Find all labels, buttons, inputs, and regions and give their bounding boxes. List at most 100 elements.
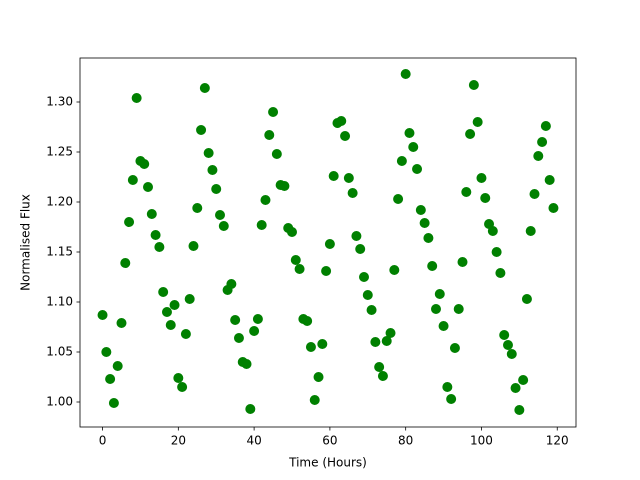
scatter-point <box>343 173 354 183</box>
scatter-point <box>230 315 241 325</box>
scatter-point <box>317 339 328 349</box>
scatter-point <box>127 175 138 185</box>
scatter-point <box>143 182 154 192</box>
x-tick-label: 60 <box>322 434 337 448</box>
scatter-point <box>146 209 157 219</box>
scatter-point <box>321 266 332 276</box>
scatter-point <box>529 189 540 199</box>
scatter-point <box>385 328 396 338</box>
x-tick-label: 0 <box>99 434 107 448</box>
scatter-point <box>476 173 487 183</box>
scatter-point <box>108 398 119 408</box>
scatter-point <box>124 217 135 227</box>
scatter-point <box>112 361 123 371</box>
scatter-point <box>256 220 267 230</box>
scatter-point <box>499 330 510 340</box>
scatter-point <box>150 230 161 240</box>
scatter-point <box>415 205 426 215</box>
scatter-point <box>449 343 460 353</box>
scatter-point <box>400 69 411 79</box>
scatter-point <box>184 294 195 304</box>
scatter-point <box>423 233 434 243</box>
scatter-point <box>252 314 263 324</box>
scatter-point <box>419 218 430 228</box>
scatter-point <box>442 382 453 392</box>
scatter-point <box>472 117 483 127</box>
scatter-point <box>211 184 222 194</box>
scatter-point <box>169 300 180 310</box>
y-axis-label: Normalised Flux <box>19 194 33 291</box>
scatter-point <box>158 287 169 297</box>
scatter-point <box>165 320 176 330</box>
scatter-point <box>328 171 339 181</box>
scatter-point <box>514 405 525 415</box>
scatter-point <box>177 382 188 392</box>
scatter-point <box>324 239 335 249</box>
scatter-point <box>279 181 290 191</box>
scatter-point <box>131 93 142 103</box>
scatter-point <box>427 261 438 271</box>
scatter-point <box>192 203 203 213</box>
scatter-point <box>408 142 419 152</box>
scatter-point <box>313 372 324 382</box>
scatter-point <box>480 193 491 203</box>
x-tick-label: 40 <box>246 434 261 448</box>
y-tick-label: 1.25 <box>46 145 73 159</box>
scatter-point <box>366 305 377 315</box>
scatter-point <box>446 394 457 404</box>
scatter-point <box>374 362 385 372</box>
plot-frame <box>79 57 577 428</box>
scatter-point <box>97 310 108 320</box>
x-tick-label: 100 <box>470 434 493 448</box>
scatter-point <box>358 272 369 282</box>
scatter-point <box>139 159 150 169</box>
scatter-point <box>533 151 544 161</box>
y-tick-label: 1.20 <box>46 195 73 209</box>
y-tick-label: 1.10 <box>46 295 73 309</box>
scatter-point <box>430 304 441 314</box>
scatter-point <box>370 337 381 347</box>
scatter-point <box>381 336 392 346</box>
scatter-point <box>548 203 559 213</box>
scatter-point <box>154 242 165 252</box>
scatter-point <box>347 188 358 198</box>
scatter-point <box>362 290 373 300</box>
scatter-point <box>268 107 279 117</box>
scatter-point <box>389 265 400 275</box>
scatter-point <box>180 329 191 339</box>
x-tick-label: 20 <box>171 434 186 448</box>
scatter-point <box>309 395 320 405</box>
scatter-point <box>491 247 502 257</box>
scatter-point <box>161 307 172 317</box>
scatter-point <box>396 156 407 166</box>
scatter-point <box>377 371 388 381</box>
scatter-point <box>264 130 275 140</box>
scatter-point <box>233 333 244 343</box>
scatter-point <box>290 255 301 265</box>
scatter-point <box>434 289 445 299</box>
scatter-point <box>105 374 116 384</box>
scatter-point <box>506 349 517 359</box>
scatter-point <box>271 149 282 159</box>
scatter-point <box>199 83 210 93</box>
scatter-point <box>196 125 207 135</box>
scatter-point <box>510 383 521 393</box>
scatter-point <box>340 131 351 141</box>
scatter-point <box>226 279 237 289</box>
scatter-point <box>116 318 127 328</box>
scatter-point <box>540 121 551 131</box>
scatter-point <box>218 221 229 231</box>
scatter-point <box>302 316 313 326</box>
y-tick-label: 1.15 <box>46 245 73 259</box>
scatter-point <box>241 359 252 369</box>
scatter-point <box>495 268 506 278</box>
scatter-point <box>294 264 305 274</box>
scatter-point <box>215 210 226 220</box>
scatter-point <box>101 347 112 357</box>
scatter-point <box>336 116 347 126</box>
scatter-point <box>393 194 404 204</box>
x-axis-label: Time (Hours) <box>288 456 367 470</box>
scatter-point <box>120 258 131 268</box>
y-tick-label: 1.05 <box>46 345 73 359</box>
